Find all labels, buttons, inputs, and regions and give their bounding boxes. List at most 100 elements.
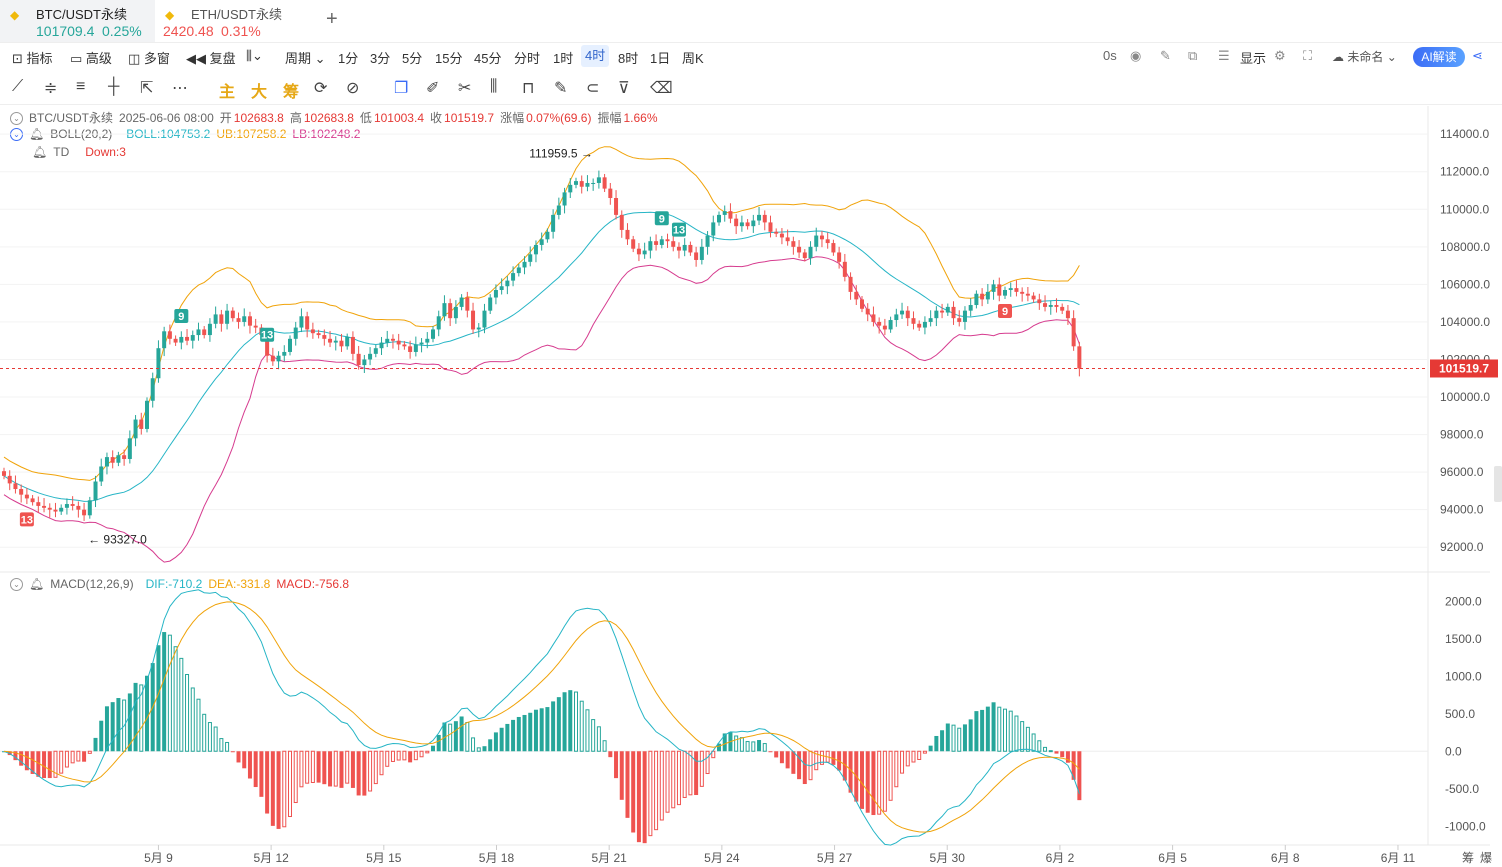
macd-histogram-bar bbox=[385, 750, 390, 767]
candle-body bbox=[665, 239, 670, 242]
legend-open-label: 开 bbox=[219, 111, 232, 125]
chips-tool[interactable]: 筹 bbox=[283, 84, 300, 101]
td-marker bbox=[671, 222, 686, 237]
period-8h[interactable]: 8时 bbox=[618, 51, 639, 66]
refresh-icon[interactable]: ⟳ bbox=[314, 80, 328, 97]
period-45m[interactable]: 45分 bbox=[474, 51, 502, 66]
macd-histogram-bar bbox=[1008, 710, 1013, 752]
measure-icon[interactable]: ✂ bbox=[458, 80, 472, 97]
macd-histogram-bar bbox=[453, 721, 458, 752]
macd-histogram-bar bbox=[762, 743, 767, 752]
period-weekly[interactable]: 周K bbox=[682, 51, 704, 66]
boll-ub-line bbox=[3, 146, 1080, 481]
period-1h[interactable]: 1时 bbox=[553, 51, 574, 66]
collapse-icon[interactable]: ⌄ bbox=[10, 128, 23, 142]
macd-histogram-bar bbox=[316, 751, 321, 783]
period-3m[interactable]: 3分 bbox=[370, 51, 391, 66]
tab-change: 0.31% bbox=[221, 23, 261, 39]
parallel-lines-icon[interactable]: ≑ bbox=[44, 80, 58, 97]
macd-histogram-bar bbox=[7, 751, 12, 756]
candle-body bbox=[791, 241, 796, 247]
tab-btc[interactable]: ◆ BTC/USDT永续 101709.4 0.25% bbox=[0, 0, 155, 42]
replay-button[interactable]: ◀◀ 复盘 bbox=[186, 48, 236, 67]
indicator-button[interactable]: ⊡ 指标 bbox=[12, 48, 53, 67]
period-1d[interactable]: 1日 bbox=[650, 51, 671, 66]
main-force-tool[interactable]: 主 bbox=[219, 84, 236, 101]
camera-icon[interactable]: ◉ bbox=[1130, 48, 1142, 63]
candle-body bbox=[362, 359, 367, 366]
candle-body bbox=[493, 290, 498, 298]
popout-icon[interactable]: ⧉ bbox=[1188, 48, 1198, 63]
candle-body bbox=[122, 455, 127, 459]
period-timeline[interactable]: 分时 bbox=[514, 51, 541, 66]
macd-histogram-bar bbox=[253, 751, 258, 788]
candle-body bbox=[654, 241, 659, 245]
macd-histogram-bar bbox=[442, 722, 447, 752]
candle-body bbox=[219, 314, 224, 324]
advanced-button[interactable]: ▭ 高级 bbox=[70, 48, 112, 67]
candle-body bbox=[24, 494, 29, 499]
candle-body bbox=[322, 335, 327, 339]
layout-dropdown[interactable]: ☁ 未命名 ⌄ bbox=[1332, 48, 1397, 65]
big-order-tool[interactable]: 大 bbox=[251, 84, 268, 101]
add-tab-button[interactable]: + bbox=[326, 8, 338, 30]
collapse-icon[interactable]: ⌄ bbox=[10, 112, 23, 126]
pen-icon[interactable]: ✎ bbox=[1160, 48, 1171, 63]
candle-body bbox=[774, 231, 779, 234]
horizontal-lines-icon[interactable]: ≡ bbox=[76, 78, 86, 95]
filter-icon[interactable]: ⊽ bbox=[618, 80, 630, 97]
candle-body bbox=[888, 320, 893, 330]
candle-body bbox=[877, 321, 882, 326]
horizontal-ray-icon[interactable]: ┼ bbox=[108, 78, 120, 95]
macd-histogram-bar bbox=[99, 720, 104, 752]
binance-coin-icon: ◆ bbox=[10, 8, 20, 22]
tab-change: 0.25% bbox=[102, 23, 142, 39]
period-1m[interactable]: 1分 bbox=[338, 51, 359, 66]
candle-body bbox=[379, 342, 384, 349]
macd-histogram-bar bbox=[305, 750, 310, 784]
tab-eth[interactable]: ◆ ETH/USDT永续 2420.48 0.31% bbox=[155, 0, 310, 42]
fullscreen-icon[interactable]: ⛶ bbox=[1303, 48, 1313, 63]
trend-line-icon[interactable]: ⟋ bbox=[12, 78, 24, 95]
candle-type-button[interactable]: ⫼⌄ bbox=[246, 48, 263, 64]
period-15m[interactable]: 15分 bbox=[435, 51, 463, 66]
candle-body bbox=[962, 310, 967, 322]
macd-histogram-bar bbox=[104, 706, 109, 752]
bell-icon: 🔔︎ bbox=[29, 577, 45, 591]
edit-icon[interactable]: ✎ bbox=[554, 80, 568, 97]
macd-histogram-bar bbox=[791, 751, 796, 774]
y-tick-label: 108000.0 bbox=[1440, 240, 1490, 254]
macd-histogram-bar bbox=[705, 750, 710, 775]
more-dots-icon[interactable]: ⋯ bbox=[172, 80, 188, 97]
period-dropdown[interactable]: 周期 ⌄ bbox=[285, 48, 326, 67]
settings-gear-icon[interactable]: ⚙ bbox=[1274, 48, 1286, 63]
macd-histogram-bar bbox=[854, 751, 859, 802]
macd-histogram-bar bbox=[122, 699, 127, 752]
chart-scroll-handle[interactable] bbox=[1494, 466, 1502, 502]
magnet-icon[interactable]: ⊂ bbox=[586, 80, 600, 97]
multi-window-button[interactable]: ◫ 多窗 bbox=[128, 48, 170, 67]
copy-icon[interactable]: ❐ bbox=[394, 80, 409, 97]
macd-histogram-bar bbox=[745, 741, 750, 752]
arrow-cursor-icon[interactable]: ⇱ bbox=[140, 80, 154, 97]
period-4h[interactable]: 4时 bbox=[581, 45, 610, 67]
candles-icon[interactable]: ⫼ bbox=[490, 78, 498, 95]
share-icon[interactable]: ⋖ bbox=[1472, 48, 1483, 63]
brush-icon[interactable]: ✐ bbox=[426, 80, 440, 97]
macd-histogram-bar bbox=[837, 751, 842, 771]
macd-histogram-bar bbox=[53, 750, 58, 778]
candle-body bbox=[104, 457, 109, 467]
macd-histogram-bar bbox=[671, 750, 676, 809]
collapse-icon[interactable]: ⌄ bbox=[10, 578, 23, 592]
macd-histogram-bar bbox=[431, 745, 435, 752]
candle-body bbox=[293, 327, 298, 339]
boll-legend: ⌄ 🔔︎ BOLL(20,2) BOLL:104753.2 UB:107258.2 LB:… bbox=[10, 127, 366, 142]
ai-interpret-button[interactable]: AI解读 bbox=[1413, 47, 1465, 67]
hide-icon[interactable]: ⊘ bbox=[346, 80, 360, 97]
period-5m[interactable]: 5分 bbox=[402, 51, 423, 66]
display-button[interactable]: 显示 bbox=[1240, 51, 1267, 66]
macd-histogram-bar bbox=[842, 751, 847, 781]
macd-histogram-bar bbox=[551, 701, 556, 752]
lock-icon[interactable]: ⊓ bbox=[522, 80, 535, 97]
trash-icon[interactable]: ⌫ bbox=[650, 80, 673, 97]
